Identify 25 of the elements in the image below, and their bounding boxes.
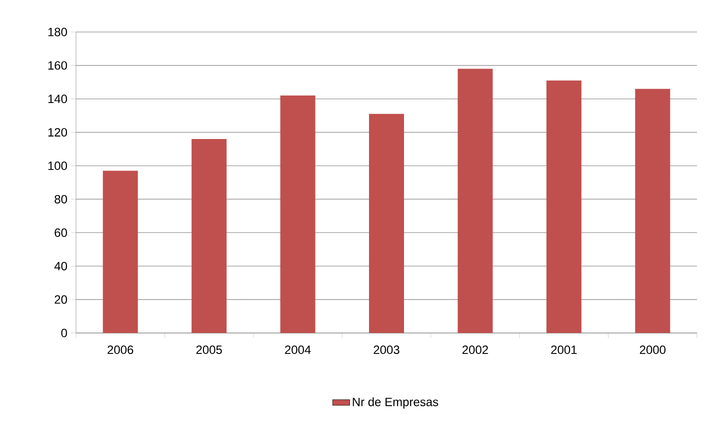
bar	[546, 80, 582, 333]
y-tick-label: 140	[48, 94, 68, 104]
x-tick-label: 2002	[462, 346, 488, 354]
y-tick-label: 0	[61, 328, 68, 338]
bar	[192, 139, 227, 333]
y-tick-label: 120	[48, 128, 68, 137]
y-tick-label: 160	[48, 61, 68, 70]
x-tick-label: 2006	[108, 346, 134, 354]
x-tick-label: 2003	[374, 346, 400, 354]
y-tick-label: 40	[54, 262, 68, 270]
bar	[635, 88, 670, 333]
x-tick-label: 2005	[196, 346, 222, 354]
bar	[102, 170, 138, 333]
x-tick-label: 2000	[640, 346, 666, 354]
bar	[280, 96, 316, 333]
y-tick-label: 20	[54, 295, 68, 304]
y-tick-label: 100	[48, 162, 68, 170]
legend-label: Nr de Empresas	[352, 397, 438, 409]
x-tick-label: 2001	[551, 346, 577, 354]
x-tick-label: 2004	[285, 346, 311, 354]
y-tick-label: 60	[54, 228, 68, 237]
bar	[458, 68, 493, 333]
y-tick-label: 80	[54, 194, 68, 204]
bar	[369, 114, 404, 333]
y-tick-label: 180	[48, 28, 68, 36]
